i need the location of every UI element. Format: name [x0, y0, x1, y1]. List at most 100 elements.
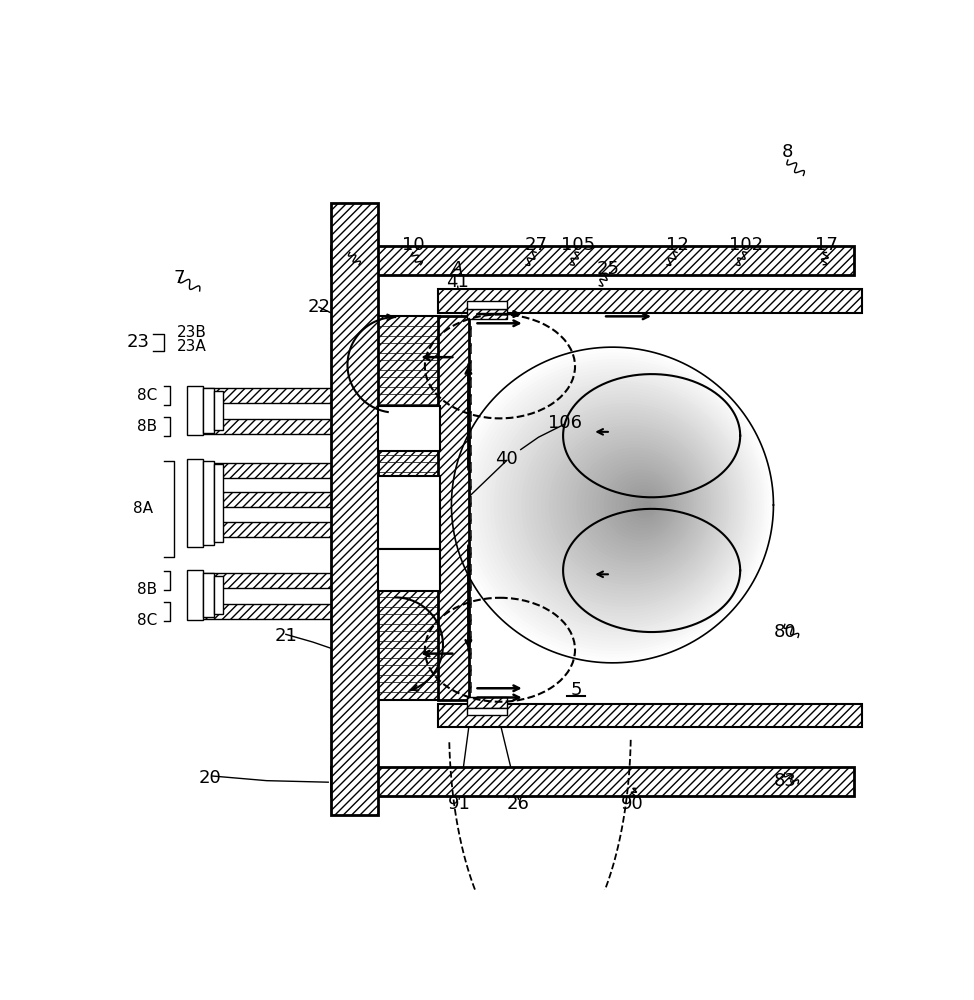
Polygon shape [636, 496, 656, 514]
Polygon shape [561, 436, 703, 574]
Polygon shape [553, 429, 708, 581]
Polygon shape [545, 423, 713, 587]
Polygon shape [503, 388, 741, 622]
Polygon shape [573, 445, 695, 565]
Bar [330, 203, 378, 815]
Text: 27: 27 [525, 236, 547, 254]
Polygon shape [593, 461, 683, 549]
Bar [187, 570, 203, 620]
Polygon shape [456, 350, 771, 660]
Polygon shape [479, 369, 756, 641]
Bar [378, 614, 470, 624]
Text: 7: 7 [174, 269, 185, 287]
Bar [203, 461, 213, 545]
Bar [187, 386, 203, 435]
Bar [198, 604, 334, 619]
Polygon shape [464, 357, 766, 653]
Text: 10: 10 [401, 236, 425, 254]
Text: 8: 8 [782, 143, 794, 161]
Polygon shape [624, 486, 663, 524]
Bar [198, 492, 334, 507]
Text: 23B: 23B [176, 325, 206, 340]
Polygon shape [581, 451, 691, 559]
Text: 102: 102 [730, 236, 764, 254]
Bar [378, 462, 470, 472]
Bar [378, 682, 470, 692]
Bar [467, 309, 506, 319]
Bar [378, 665, 470, 675]
Bar [378, 394, 470, 404]
Bar [213, 464, 223, 542]
Bar [378, 648, 470, 658]
Bar [198, 419, 334, 434]
Polygon shape [617, 480, 668, 530]
Bar [198, 388, 334, 403]
Bar [378, 360, 470, 370]
Polygon shape [451, 347, 773, 663]
Polygon shape [620, 483, 665, 527]
Bar [378, 428, 470, 438]
Text: 8B: 8B [137, 582, 158, 597]
Text: 80: 80 [773, 623, 796, 641]
Bar [378, 406, 440, 451]
Text: 105: 105 [561, 236, 595, 254]
Bar [378, 411, 470, 421]
Bar [198, 463, 334, 478]
Bar [187, 459, 203, 547]
Text: 106: 106 [547, 414, 581, 432]
Text: 40: 40 [496, 450, 518, 468]
Polygon shape [538, 417, 718, 593]
Polygon shape [609, 473, 673, 537]
Text: 83: 83 [773, 772, 797, 790]
Bar [467, 708, 506, 715]
Polygon shape [510, 395, 735, 615]
Polygon shape [487, 376, 751, 634]
Bar [198, 522, 334, 537]
Bar [213, 576, 223, 614]
Polygon shape [585, 454, 688, 556]
Polygon shape [557, 432, 705, 578]
Text: 12: 12 [665, 236, 689, 254]
Polygon shape [565, 439, 700, 571]
Polygon shape [640, 499, 653, 511]
Polygon shape [542, 420, 716, 590]
Polygon shape [569, 442, 698, 568]
Bar [330, 767, 854, 796]
Bar [203, 388, 213, 433]
Polygon shape [644, 502, 651, 508]
Text: 41: 41 [446, 273, 469, 291]
Text: 8A: 8A [133, 501, 154, 516]
Bar [378, 343, 470, 353]
Polygon shape [601, 467, 678, 543]
Polygon shape [491, 379, 748, 631]
Text: 21: 21 [275, 627, 297, 645]
Polygon shape [534, 413, 721, 597]
Text: 91: 91 [448, 795, 470, 813]
Bar [378, 476, 440, 549]
Bar [378, 326, 470, 336]
Text: 5: 5 [571, 681, 581, 699]
Bar [378, 513, 470, 523]
Polygon shape [506, 391, 738, 619]
Bar [467, 301, 506, 309]
Text: 25: 25 [596, 260, 619, 278]
Polygon shape [475, 366, 759, 644]
Polygon shape [628, 489, 660, 521]
Polygon shape [597, 464, 681, 546]
Text: A: A [451, 260, 464, 278]
Polygon shape [468, 360, 764, 650]
Bar [203, 573, 213, 617]
Bar [378, 496, 470, 506]
Text: 20: 20 [199, 769, 222, 787]
Bar [438, 289, 862, 312]
Polygon shape [522, 404, 729, 606]
Polygon shape [514, 398, 733, 612]
Bar [378, 631, 470, 641]
Text: 26: 26 [507, 795, 530, 813]
Bar [378, 597, 470, 607]
Bar [378, 377, 470, 387]
Bar [378, 564, 470, 574]
Bar [378, 445, 470, 455]
Text: 8B: 8B [137, 419, 158, 434]
Polygon shape [605, 470, 675, 540]
